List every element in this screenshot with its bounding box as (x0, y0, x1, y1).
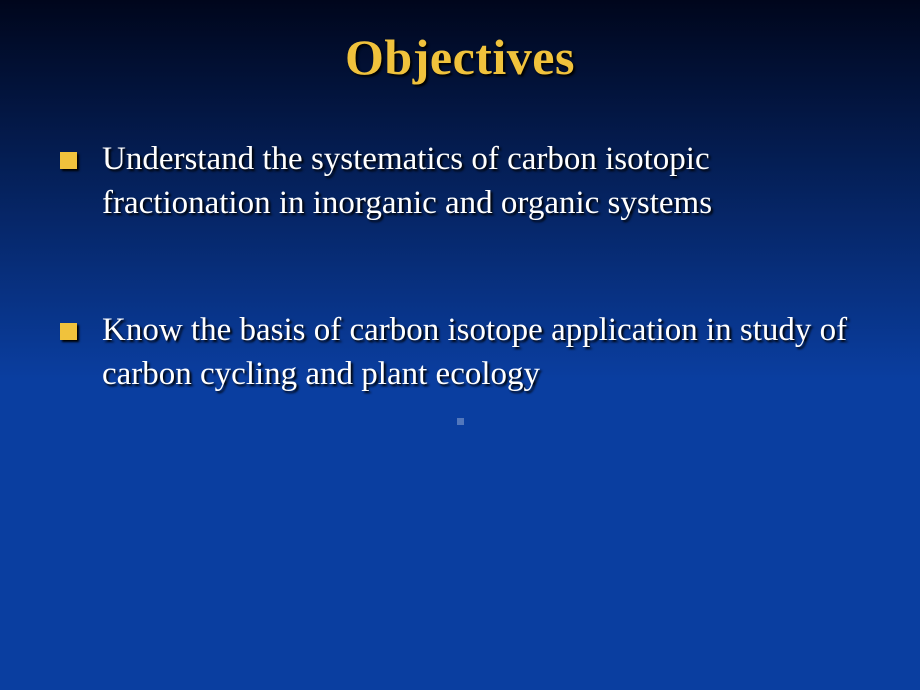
bullet-list: Understand the systematics of carbon iso… (60, 138, 860, 396)
bullet-text: Understand the systematics of carbon iso… (102, 141, 712, 221)
bullet-square-icon (60, 323, 77, 340)
bullet-text: Know the basis of carbon isotope applica… (102, 312, 847, 392)
slide-title: Objectives (60, 28, 860, 86)
slide-body: Understand the systematics of carbon iso… (60, 138, 860, 396)
list-item: Understand the systematics of carbon iso… (60, 138, 860, 225)
bullet-square-icon (60, 152, 77, 169)
list-item: Know the basis of carbon isotope applica… (60, 309, 860, 396)
placeholder-marker (457, 418, 464, 425)
slide: Objectives Understand the systematics of… (0, 0, 920, 690)
